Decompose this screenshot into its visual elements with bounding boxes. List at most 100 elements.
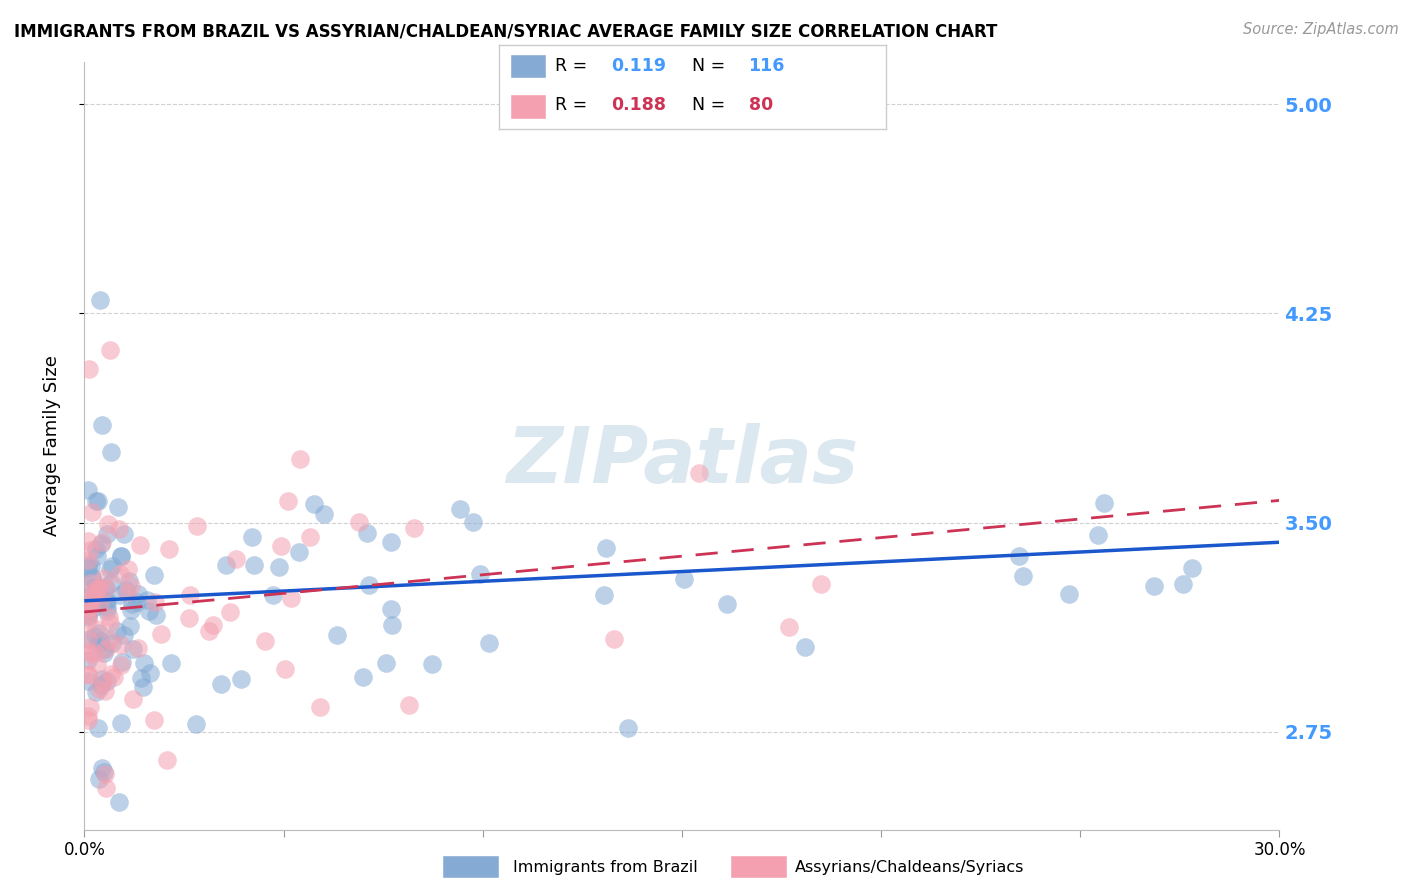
Point bbox=[77, 708, 100, 723]
Point bbox=[240, 530, 263, 544]
Point bbox=[98, 616, 121, 631]
Point bbox=[115, 584, 138, 599]
Point bbox=[143, 595, 166, 609]
Text: 116: 116 bbox=[748, 57, 785, 75]
Point bbox=[398, 698, 420, 713]
Point bbox=[89, 293, 111, 307]
Point bbox=[112, 628, 135, 642]
Point bbox=[93, 571, 115, 585]
Point bbox=[98, 562, 121, 576]
Point bbox=[179, 611, 201, 625]
Point bbox=[79, 543, 101, 558]
Point bbox=[96, 527, 118, 541]
Point bbox=[603, 632, 626, 646]
Point bbox=[79, 647, 101, 661]
Point bbox=[118, 618, 141, 632]
Point bbox=[87, 582, 110, 596]
Point bbox=[83, 591, 105, 605]
Point bbox=[375, 657, 398, 671]
Point bbox=[110, 638, 132, 652]
Point bbox=[80, 572, 103, 586]
Point bbox=[79, 599, 101, 614]
Point bbox=[461, 515, 484, 529]
Point bbox=[353, 670, 375, 684]
Point bbox=[96, 604, 118, 618]
Point bbox=[90, 678, 112, 692]
Point bbox=[86, 657, 108, 671]
Point bbox=[77, 483, 100, 497]
Point bbox=[117, 562, 139, 576]
Point bbox=[326, 628, 349, 642]
Point bbox=[87, 586, 110, 600]
Point bbox=[97, 609, 120, 624]
Point bbox=[277, 494, 299, 508]
Point bbox=[82, 598, 104, 612]
Point bbox=[198, 624, 221, 638]
Point bbox=[688, 466, 710, 480]
Point bbox=[110, 567, 132, 582]
Point bbox=[77, 614, 100, 628]
Point bbox=[86, 721, 108, 735]
Point bbox=[132, 680, 155, 694]
FancyBboxPatch shape bbox=[510, 95, 546, 120]
Point bbox=[77, 609, 100, 624]
Point bbox=[77, 673, 100, 688]
Point bbox=[82, 505, 104, 519]
Point bbox=[121, 642, 143, 657]
Point bbox=[242, 558, 264, 573]
Text: 0.188: 0.188 bbox=[612, 96, 666, 114]
Point bbox=[110, 658, 132, 673]
Point bbox=[107, 522, 129, 536]
Point bbox=[280, 591, 302, 606]
Point bbox=[90, 537, 112, 551]
Text: Immigrants from Brazil: Immigrants from Brazil bbox=[513, 860, 697, 874]
Point bbox=[94, 581, 117, 595]
Text: N =: N = bbox=[692, 96, 731, 114]
Point bbox=[84, 600, 107, 615]
Point bbox=[91, 418, 114, 433]
Point bbox=[127, 641, 149, 656]
Point bbox=[108, 588, 131, 602]
Point bbox=[1181, 560, 1204, 574]
Point bbox=[103, 670, 125, 684]
Point bbox=[94, 684, 117, 698]
Point bbox=[420, 657, 443, 671]
Point bbox=[77, 607, 100, 622]
Point bbox=[79, 699, 101, 714]
Point bbox=[77, 553, 100, 567]
Point bbox=[380, 602, 402, 616]
Text: IMMIGRANTS FROM BRAZIL VS ASSYRIAN/CHALDEAN/SYRIAC AVERAGE FAMILY SIZE CORRELATI: IMMIGRANTS FROM BRAZIL VS ASSYRIAN/CHALD… bbox=[14, 22, 997, 40]
Point bbox=[209, 677, 232, 691]
Point bbox=[91, 672, 114, 686]
Point bbox=[156, 753, 179, 767]
Point bbox=[93, 764, 115, 779]
Text: 80: 80 bbox=[748, 96, 773, 114]
Point bbox=[107, 500, 129, 514]
Point bbox=[218, 605, 240, 619]
Point bbox=[111, 655, 134, 669]
Point bbox=[89, 597, 111, 611]
Point bbox=[82, 570, 104, 584]
Point bbox=[134, 656, 156, 670]
Point bbox=[381, 618, 404, 632]
Point bbox=[87, 682, 110, 697]
Point bbox=[142, 713, 165, 727]
Point bbox=[404, 521, 426, 535]
Point bbox=[121, 603, 143, 617]
Point bbox=[86, 549, 108, 564]
Point bbox=[120, 579, 142, 593]
Point bbox=[595, 541, 617, 555]
Point bbox=[145, 607, 167, 622]
Text: Assyrians/Chaldeans/Syriacs: Assyrians/Chaldeans/Syriacs bbox=[794, 860, 1024, 874]
Text: 0.119: 0.119 bbox=[612, 57, 666, 75]
Point bbox=[90, 634, 112, 648]
Point bbox=[77, 593, 100, 607]
Point bbox=[86, 493, 108, 508]
Point bbox=[86, 637, 108, 651]
Point bbox=[288, 452, 311, 467]
Point bbox=[794, 640, 817, 655]
Point bbox=[84, 646, 107, 660]
Point bbox=[77, 608, 100, 623]
Point bbox=[77, 632, 100, 646]
Point bbox=[143, 567, 166, 582]
